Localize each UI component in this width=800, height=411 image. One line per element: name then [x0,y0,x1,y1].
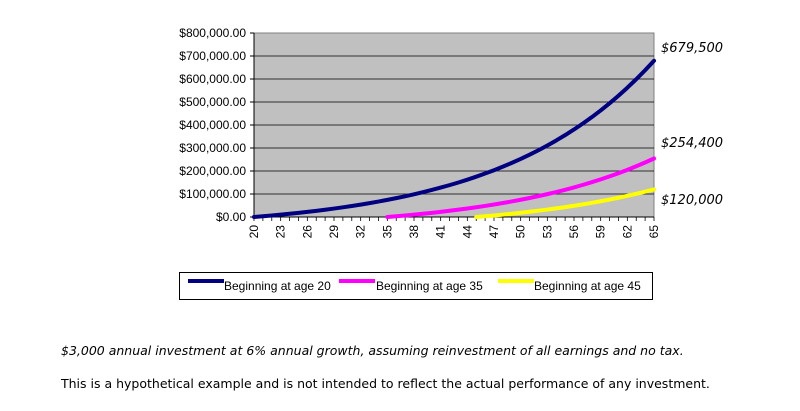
x-tick-label: 41 [434,225,448,239]
end-value-labels: $679,500 $254,400 $120,000 [661,41,723,208]
x-tick-label: 47 [487,225,501,239]
end-value-label-45: $120,000 [661,193,723,208]
series-line-45 [474,187,656,219]
assumptions-note: $3,000 annual investment at 6% annual gr… [61,343,684,358]
series-line-35 [385,156,656,219]
end-value-label-35: $254,400 [661,136,723,151]
x-tick-label: 26 [300,225,314,239]
legend-label-age-45: Beginning at age 45 [534,279,641,293]
legend-swatch-age-20 [188,279,224,283]
y-tick-label: $800,000.00 [179,26,246,40]
x-tick-label: 38 [407,225,421,239]
series-line-20 [252,58,656,219]
x-tick-label: 35 [380,225,394,239]
y-tick-label: $400,000.00 [179,118,246,132]
x-tick-label: 29 [327,225,341,239]
x-tick-label: 65 [647,225,661,239]
legend-swatch-age-45 [498,279,534,283]
y-tick-label: $600,000.00 [179,72,246,86]
y-tick-label: $200,000.00 [179,164,246,178]
x-tick-label: 32 [354,225,368,239]
y-tick-label: $100,000.00 [179,187,246,201]
x-axis: 20 23 26 29 32 35 38 41 44 47 50 53 56 59 62 65 [247,216,661,239]
legend-swatch-age-35 [339,279,375,283]
disclaimer-note: This is a hypothetical example and is no… [61,376,710,391]
y-tick-label: $700,000.00 [179,49,246,63]
x-tick-label: 59 [594,225,608,239]
x-tick-label: 50 [514,225,528,239]
series-lines [252,58,656,219]
y-tick-label: $300,000.00 [179,141,246,155]
end-value-label-20: $679,500 [661,41,723,56]
gridlines [254,55,654,195]
y-tick-label: $0.00 [216,210,246,224]
y-axis: $800,000.00 $700,000.00 $600,000.00 $500,00… [179,26,255,224]
legend-label-age-20: Beginning at age 20 [224,279,331,293]
legend: Beginning at age 20 Beginning at age 35 … [179,272,653,300]
x-tick-label: 62 [620,225,634,239]
x-tick-label: 53 [540,225,554,239]
legend-label-age-35: Beginning at age 35 [376,279,483,293]
x-tick-label: 56 [567,225,581,239]
x-tick-label: 20 [247,225,261,239]
x-tick-label: 23 [274,225,288,239]
x-tick-label: 44 [460,225,474,239]
y-tick-label: $500,000.00 [179,95,246,109]
